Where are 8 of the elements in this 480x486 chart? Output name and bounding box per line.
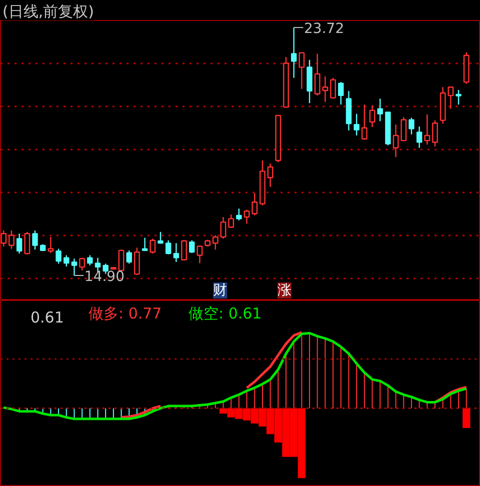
text: 0.61 [30,308,64,326]
annotation: 财 [213,282,228,298]
annotation: 23.72 [304,21,344,38]
text: 做空: 0.61 [188,304,262,322]
annotation: 涨 [277,282,292,298]
annotation: 14.90 [84,268,125,285]
chart-title: (日线,前复权) [2,2,94,20]
text: 做多: 0.77 [88,304,162,322]
